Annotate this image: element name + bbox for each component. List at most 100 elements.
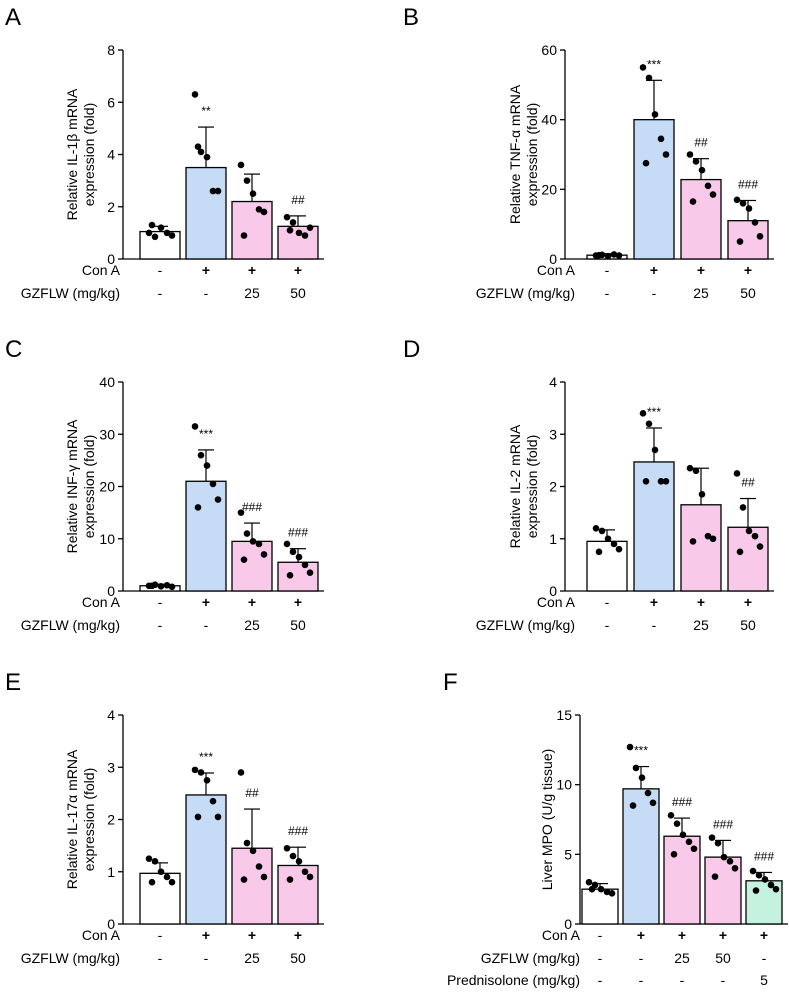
y-axis-label-line: Relative TNF-α mRNA (507, 84, 523, 224)
data-point (645, 74, 653, 82)
data-point (761, 876, 769, 883)
y-axis-label-line: expression (fold) (81, 768, 97, 872)
condition-mark: + (637, 927, 645, 943)
data-point (255, 863, 263, 870)
data-point (151, 858, 159, 865)
data-point (749, 867, 757, 875)
data-point (733, 470, 741, 477)
data-point (756, 543, 764, 550)
y-axis-label-line: Relative IL-17α mRNA (64, 749, 80, 889)
condition-mark: - (652, 617, 657, 633)
data-point (203, 153, 211, 161)
data-point (197, 769, 205, 776)
condition-mark: - (605, 262, 610, 278)
condition-mark: + (719, 927, 727, 943)
data-point (639, 64, 647, 71)
data-point (755, 871, 763, 879)
y-tick-label: 4 (549, 374, 557, 390)
data-point (736, 548, 744, 556)
data-point (709, 191, 717, 198)
data-point (289, 548, 297, 556)
y-tick-label: 3 (549, 426, 557, 442)
panel-letter: D (403, 336, 420, 363)
data-point (151, 233, 159, 241)
condition-mark: - (605, 617, 610, 633)
data-point (642, 477, 650, 485)
data-point (598, 527, 606, 535)
condition-mark: + (202, 927, 210, 943)
condition-mark: - (158, 285, 163, 301)
panel-f: F 0 5 10 15 Liver MPO (U/g tissue) *** ### ### ##… (443, 669, 788, 988)
significance-label: ** (201, 104, 211, 118)
y-axis-label-line: expression (fold) (524, 435, 540, 539)
condition-mark: + (678, 927, 686, 943)
condition-mark: + (697, 594, 705, 610)
data-point (592, 525, 600, 532)
significance-label: ### (242, 500, 262, 514)
bar (680, 178, 722, 260)
data-point (283, 844, 291, 852)
significance-label: ### (288, 526, 308, 540)
y-tick-label: 5 (564, 846, 572, 862)
data-point (191, 766, 199, 774)
data-point (240, 556, 248, 563)
condition-label: Con A (82, 594, 121, 610)
significance-label: ## (291, 193, 305, 207)
data-point (295, 229, 303, 237)
data-point (689, 538, 697, 545)
data-point (731, 864, 739, 872)
y-tick-label: 0 (549, 251, 557, 267)
y-tick-label: 2 (107, 812, 115, 828)
significance-label: ### (713, 817, 733, 831)
bar (231, 847, 273, 925)
data-point (214, 813, 222, 821)
data-point (260, 551, 268, 558)
data-point (148, 221, 156, 229)
y-tick-label: 0 (107, 251, 115, 267)
y-axis-label-line: expression (fold) (524, 103, 540, 207)
y-axis-label: Relative INF-γ mRNAexpression (fold) (64, 419, 97, 553)
condition-mark: - (598, 927, 603, 943)
panel-letter: C (5, 336, 22, 363)
condition-mark: - (639, 950, 644, 966)
condition-mark: - (605, 594, 610, 610)
data-point (306, 569, 314, 577)
significance-label: ## (694, 136, 708, 150)
significance-label: ### (288, 824, 308, 838)
data-point (243, 177, 251, 184)
significance-label: *** (199, 427, 213, 441)
data-point (191, 91, 199, 98)
condition-mark: 50 (740, 617, 756, 633)
data-point (726, 858, 734, 865)
condition-mark: - (158, 950, 163, 966)
condition-mark: - (204, 285, 209, 301)
condition-label: Con A (537, 594, 576, 610)
data-point (686, 464, 694, 472)
condition-label: GZFLW (mg/kg) (476, 617, 575, 633)
condition-mark: + (294, 594, 302, 610)
data-point (615, 545, 623, 553)
data-point (629, 802, 637, 809)
y-axis-label: Relative IL-1β mRNAexpression (fold) (64, 88, 97, 220)
data-point (289, 219, 297, 226)
data-point (191, 423, 199, 430)
data-point (214, 187, 222, 195)
data-point (209, 187, 217, 195)
condition-mark: + (294, 927, 302, 943)
condition-mark: - (158, 927, 163, 943)
data-point (720, 853, 728, 861)
data-point (632, 764, 640, 772)
data-point (595, 548, 603, 556)
data-point (243, 530, 251, 537)
data-point (243, 839, 251, 847)
bar (185, 166, 227, 260)
data-point (745, 527, 753, 535)
significance-label: ### (754, 849, 774, 863)
bar (663, 835, 701, 925)
data-point (301, 868, 309, 876)
condition-mark: + (697, 262, 705, 278)
condition-label: GZFLW (mg/kg) (481, 950, 580, 966)
data-point (597, 885, 605, 893)
y-tick-label: 0 (564, 916, 572, 932)
condition-mark: + (744, 594, 752, 610)
